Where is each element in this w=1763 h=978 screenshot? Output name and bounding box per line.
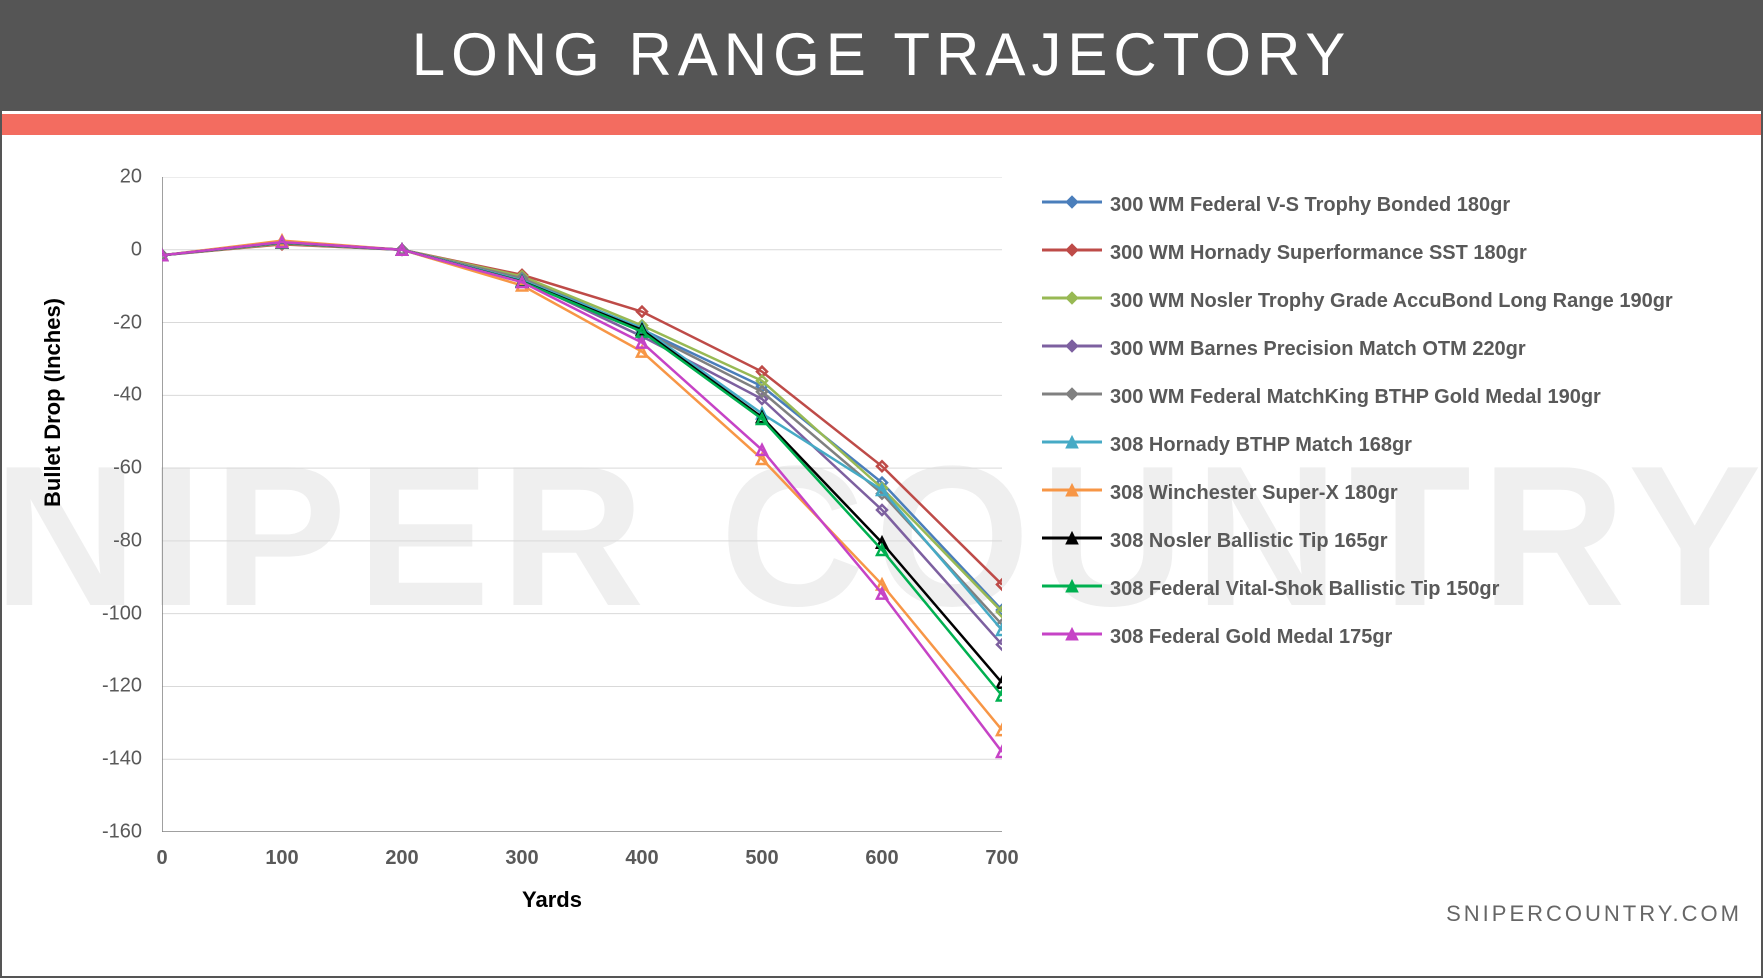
legend-label: 300 WM Federal V-S Trophy Bonded 180gr bbox=[1110, 192, 1510, 218]
series-line bbox=[162, 244, 1002, 612]
legend-label: 300 WM Nosler Trophy Grade AccuBond Long… bbox=[1110, 288, 1673, 314]
legend-item: 300 WM Federal MatchKing BTHP Gold Medal… bbox=[1042, 384, 1732, 410]
x-tick-label: 0 bbox=[156, 847, 167, 870]
y-axis-label: Bullet Drop (Inches) bbox=[40, 298, 66, 507]
legend-label: 308 Nosler Ballistic Tip 165gr bbox=[1110, 528, 1388, 554]
y-tick-label: -60 bbox=[113, 457, 142, 480]
legend-item: 308 Hornady BTHP Match 168gr bbox=[1042, 432, 1732, 458]
legend-marker bbox=[1042, 576, 1102, 596]
legend-item: 308 Federal Gold Medal 175gr bbox=[1042, 624, 1732, 650]
x-tick-label: 700 bbox=[985, 847, 1018, 870]
legend-label: 300 WM Federal MatchKing BTHP Gold Medal… bbox=[1110, 384, 1601, 410]
chart-legend: 300 WM Federal V-S Trophy Bonded 180gr 30… bbox=[1042, 192, 1732, 672]
footer-attribution: SNIPERCOUNTRY.COM bbox=[1446, 901, 1742, 927]
y-tick-label: -40 bbox=[113, 384, 142, 407]
legend-label: 308 Federal Vital-Shok Ballistic Tip 150… bbox=[1110, 576, 1499, 602]
y-tick-label: -160 bbox=[102, 821, 142, 844]
y-tick-label: -100 bbox=[102, 602, 142, 625]
y-tick-label: -140 bbox=[102, 748, 142, 771]
legend-item: 300 WM Hornady Superformance SST 180gr bbox=[1042, 240, 1732, 266]
x-tick-label: 100 bbox=[265, 847, 298, 870]
y-tick-label: -120 bbox=[102, 675, 142, 698]
legend-marker bbox=[1042, 528, 1102, 548]
series-line bbox=[162, 243, 1002, 696]
legend-marker bbox=[1042, 480, 1102, 500]
legend-item: 308 Nosler Ballistic Tip 165gr bbox=[1042, 528, 1732, 554]
legend-label: 300 WM Barnes Precision Match OTM 220gr bbox=[1110, 336, 1526, 362]
trajectory-chart bbox=[162, 177, 1002, 832]
legend-item: 300 WM Federal V-S Trophy Bonded 180gr bbox=[1042, 192, 1732, 218]
y-tick-label: 0 bbox=[131, 238, 142, 261]
x-axis-label: Yards bbox=[522, 887, 582, 913]
x-tick-label: 600 bbox=[865, 847, 898, 870]
legend-item: 300 WM Nosler Trophy Grade AccuBond Long… bbox=[1042, 288, 1732, 314]
legend-label: 308 Hornady BTHP Match 168gr bbox=[1110, 432, 1412, 458]
legend-item: 300 WM Barnes Precision Match OTM 220gr bbox=[1042, 336, 1732, 362]
x-tick-label: 200 bbox=[385, 847, 418, 870]
legend-item: 308 Federal Vital-Shok Ballistic Tip 150… bbox=[1042, 576, 1732, 602]
y-tick-label: -20 bbox=[113, 311, 142, 334]
y-tick-labels: -160-140-120-100-80-60-40-20020 bbox=[82, 177, 142, 832]
x-tick-label: 300 bbox=[505, 847, 538, 870]
legend-marker bbox=[1042, 240, 1102, 260]
y-tick-label: 20 bbox=[120, 166, 142, 189]
legend-marker bbox=[1042, 624, 1102, 644]
legend-marker bbox=[1042, 288, 1102, 308]
legend-label: 300 WM Hornady Superformance SST 180gr bbox=[1110, 240, 1527, 266]
accent-bar bbox=[2, 111, 1761, 137]
x-tick-label: 400 bbox=[625, 847, 658, 870]
x-tick-labels: 0100200300400500600700 bbox=[162, 847, 1002, 877]
page-title: LONG RANGE TRAJECTORY bbox=[2, 2, 1761, 111]
legend-label: 308 Winchester Super-X 180gr bbox=[1110, 480, 1398, 506]
y-tick-label: -80 bbox=[113, 529, 142, 552]
legend-marker bbox=[1042, 336, 1102, 356]
series-line bbox=[162, 244, 1002, 584]
legend-label: 308 Federal Gold Medal 175gr bbox=[1110, 624, 1392, 650]
legend-marker bbox=[1042, 192, 1102, 212]
legend-item: 308 Winchester Super-X 180gr bbox=[1042, 480, 1732, 506]
legend-marker bbox=[1042, 432, 1102, 452]
legend-marker bbox=[1042, 384, 1102, 404]
x-tick-label: 500 bbox=[745, 847, 778, 870]
chart-container: SNIPER COUNTRY Bullet Drop (Inches) Yard… bbox=[2, 137, 1760, 937]
